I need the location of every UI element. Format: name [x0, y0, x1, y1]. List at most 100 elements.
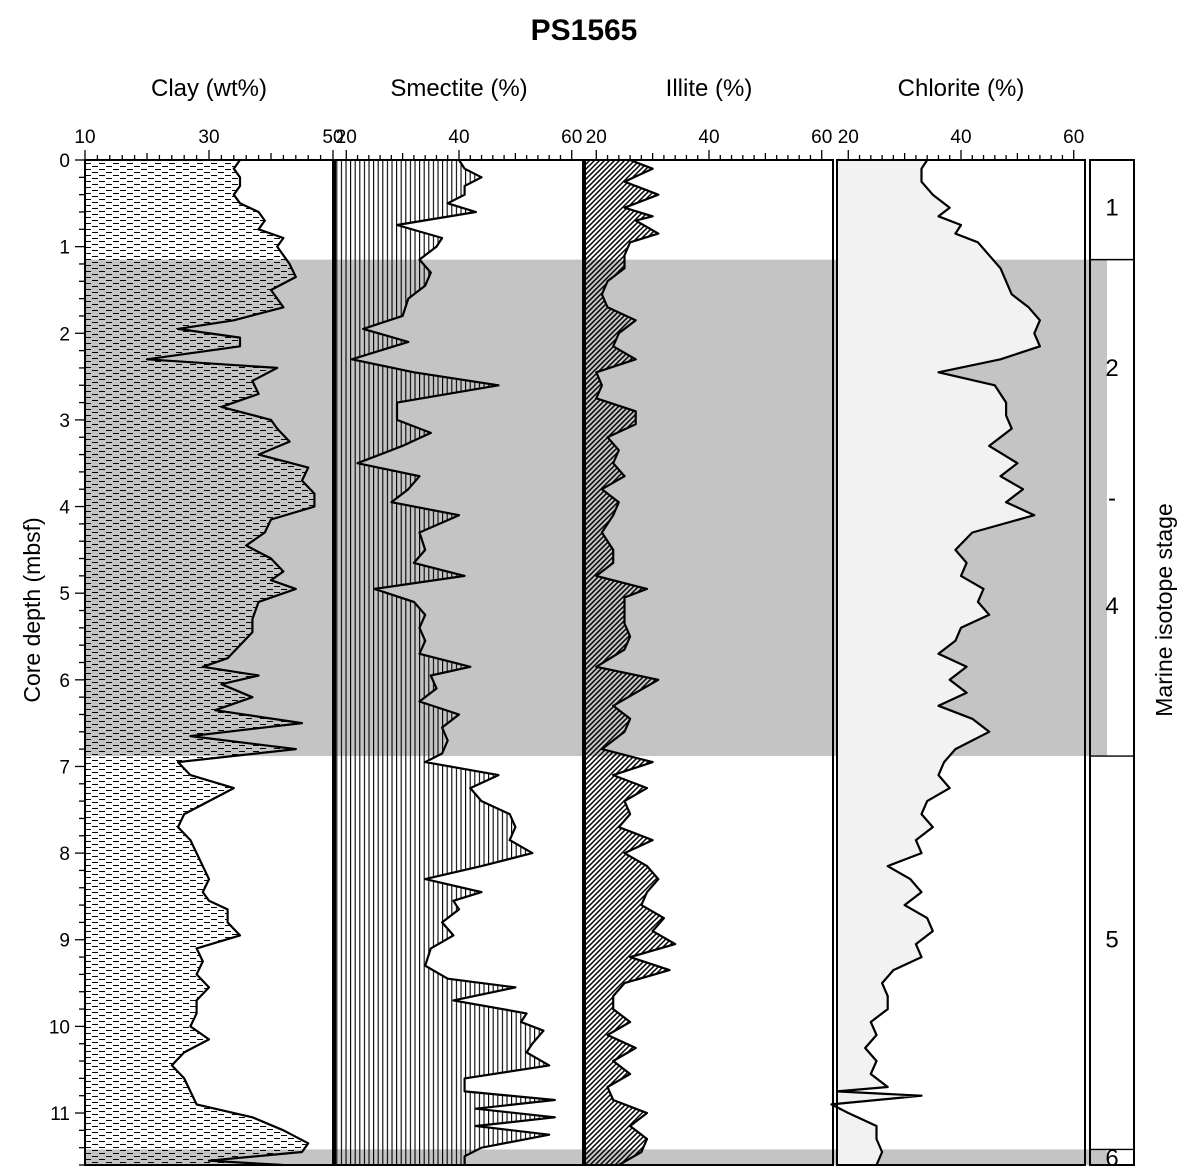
chlorite-point [1005, 280, 1007, 283]
clay-point [245, 544, 248, 547]
illite-point [629, 1021, 631, 1023]
clay-point [294, 588, 297, 590]
chlorite-point [1010, 427, 1013, 430]
clay-point [301, 722, 303, 724]
illite-point [646, 1138, 648, 1140]
clay-point [270, 579, 272, 582]
smectite-point [424, 639, 427, 642]
clay-point [201, 960, 204, 963]
chlorite-point [920, 813, 923, 815]
clay-point [251, 618, 254, 621]
clay-point [208, 878, 210, 880]
smectite-point [520, 1021, 522, 1023]
illite-point [612, 704, 615, 707]
stage-label: - [1108, 485, 1116, 512]
clay-point [170, 1064, 173, 1067]
chlorite-point [920, 1094, 923, 1097]
illite-point [601, 488, 603, 491]
illite-point [606, 1034, 609, 1036]
illite-area [585, 160, 676, 1165]
clay-point [201, 891, 204, 893]
illite-point [646, 865, 648, 867]
clay-point [146, 358, 148, 361]
illite-point [640, 1151, 643, 1153]
chlorite-point [960, 626, 962, 629]
smectite-point [469, 665, 472, 668]
stage-label: 2 [1105, 355, 1118, 382]
smectite-point [435, 687, 438, 690]
clay-point [239, 202, 241, 205]
illite-point [657, 678, 660, 681]
depth-tick-label: 9 [59, 931, 70, 952]
chlorite-point [875, 1034, 878, 1036]
stage-label: 6 [1105, 1145, 1118, 1170]
smectite-point [429, 432, 432, 434]
clay-point [282, 570, 285, 573]
chlorite-point [971, 717, 974, 720]
chlorite-point [909, 878, 912, 880]
illite-point [612, 1099, 615, 1101]
illite-point [651, 930, 654, 932]
smectite-point [548, 1133, 551, 1136]
chlorite-point [937, 215, 940, 218]
smectite-point [463, 575, 466, 577]
clay-point [239, 336, 241, 339]
smectite-point [396, 401, 398, 404]
clay-point [239, 934, 241, 937]
chlorite-panel-title: Chlorite (%) [898, 75, 1025, 102]
clay-point [189, 774, 192, 776]
smectite-point [480, 865, 483, 867]
clay-point [189, 839, 192, 841]
smectite-x-tick-label: 40 [448, 127, 469, 148]
illite-point [612, 995, 615, 997]
chlorite-point [948, 787, 951, 789]
clay-point [183, 1051, 186, 1054]
clay-point [226, 657, 229, 660]
chlorite-point [960, 575, 962, 577]
clay-point [183, 813, 186, 815]
chlorite-point [988, 445, 991, 447]
illite-point [623, 206, 626, 209]
depth-axis: 0 1 2 3 4 5 6 7 8 9 10 11 [49, 151, 85, 1166]
chlorite-point [1039, 345, 1041, 348]
illite-point [617, 826, 620, 828]
clay-point [177, 761, 179, 763]
chlorite-point [931, 930, 934, 932]
smectite-point [475, 1107, 477, 1110]
chlorite-point [1005, 401, 1007, 404]
chlorite-point [965, 562, 968, 564]
illite-point [634, 410, 637, 413]
illite-point [612, 1008, 615, 1010]
chlorite-point [977, 241, 979, 244]
chlorite-point [948, 206, 951, 209]
illite-point [606, 306, 609, 309]
depth-tick-label: 3 [59, 411, 70, 432]
clay-point [288, 440, 291, 443]
chlorite-point [999, 475, 1002, 478]
illite-point [606, 280, 609, 283]
chlorite-point [920, 180, 923, 183]
illite-point [623, 648, 626, 651]
chlorite-point [1005, 414, 1007, 417]
clay-x-tick-label: 10 [74, 127, 95, 148]
illite-point [612, 1060, 615, 1062]
smectite-point [418, 531, 421, 534]
illite-point [612, 345, 615, 348]
chlorite-point [948, 678, 951, 681]
smectite-point [463, 1077, 466, 1080]
depth-tick-label: 4 [59, 498, 70, 519]
illite-point [617, 501, 620, 504]
clay-point [263, 219, 266, 222]
smectite-point [469, 787, 472, 789]
smectite-point [446, 977, 449, 980]
smectite-point [407, 297, 410, 300]
clay-point [195, 973, 198, 976]
illite-point [623, 609, 626, 612]
stage-label: 4 [1105, 593, 1118, 620]
smectite-point [418, 700, 421, 703]
chlorite-point [920, 852, 923, 854]
illite-point [612, 774, 615, 776]
depth-axis-label: Core depth (mbsf) [19, 517, 45, 702]
clay-point [294, 748, 297, 750]
